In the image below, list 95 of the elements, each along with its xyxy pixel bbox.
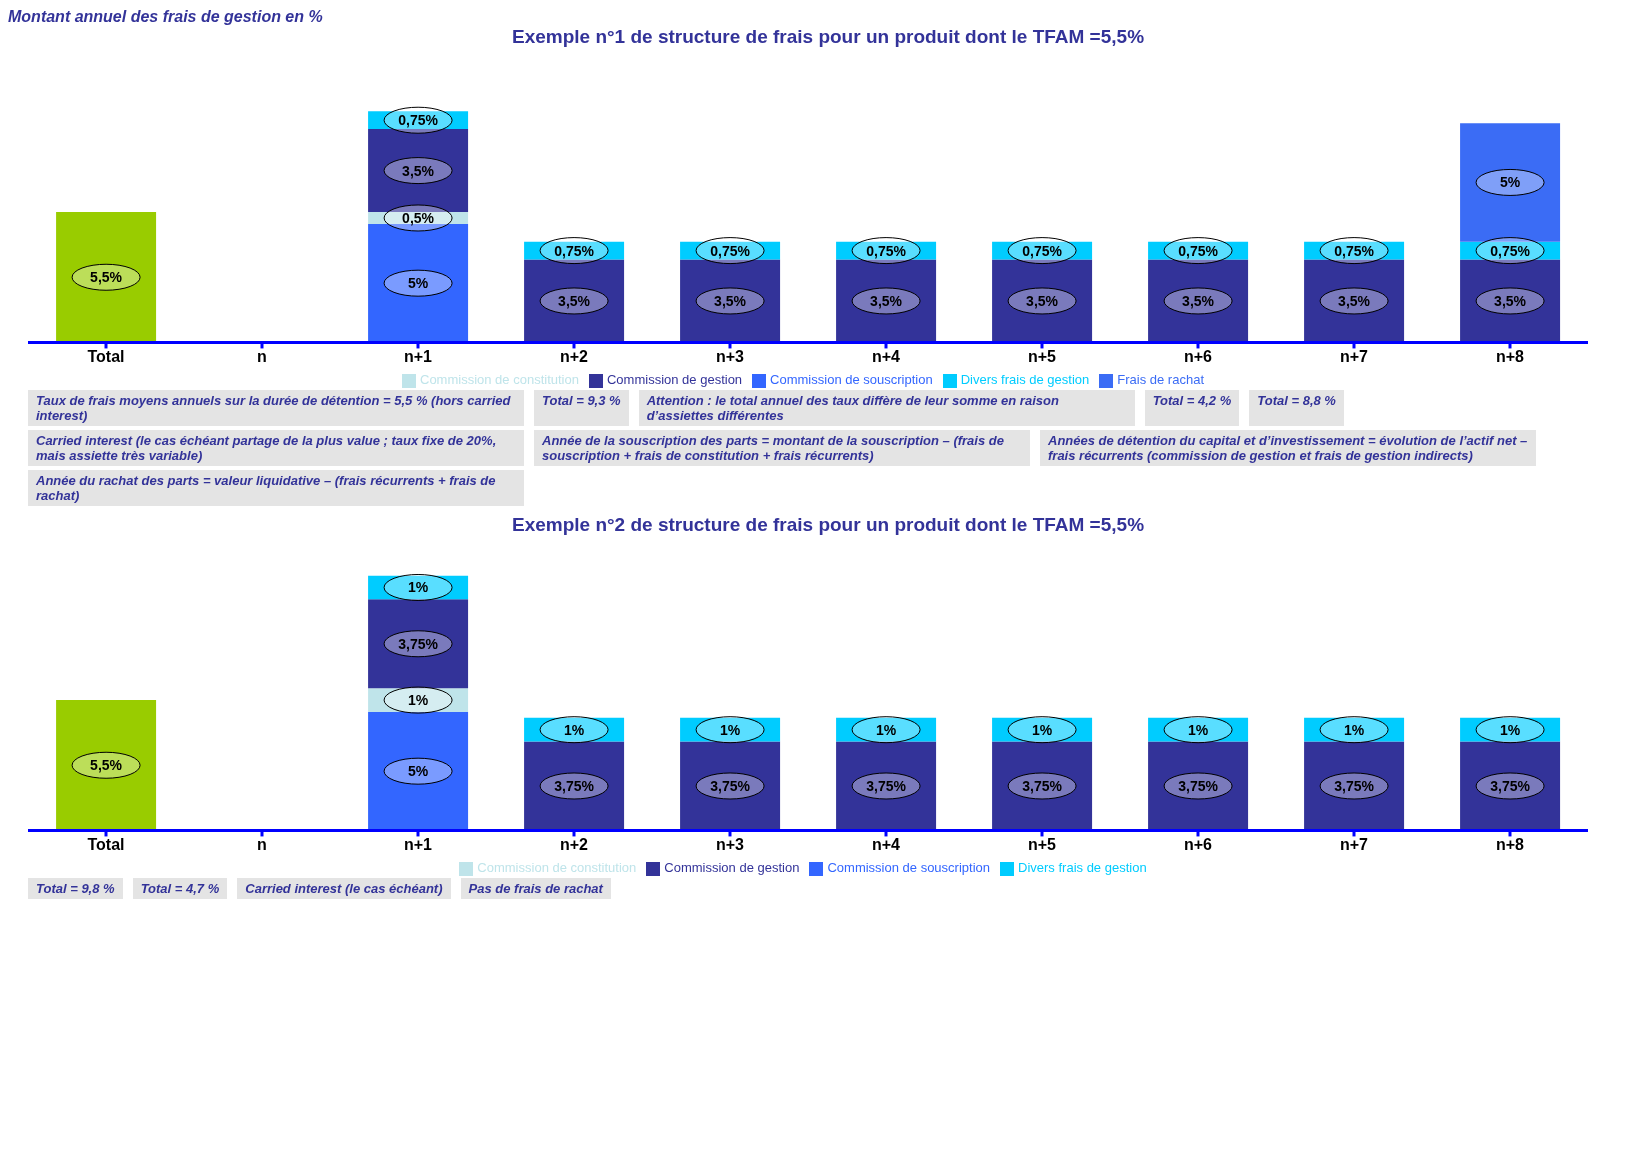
data-label: 3,5% — [1182, 292, 1215, 309]
data-label: 3,75% — [1022, 777, 1063, 794]
data-label: 3,5% — [558, 292, 591, 309]
data-label: 5,5% — [90, 757, 123, 774]
data-label: 3,75% — [554, 777, 595, 794]
data-label: 3,75% — [1490, 777, 1531, 794]
bar — [56, 212, 157, 343]
x-tick-label: n+2 — [559, 347, 589, 365]
data-label: 3,75% — [866, 777, 907, 794]
bar — [1148, 717, 1249, 742]
x-tick-label: n — [257, 347, 267, 365]
data-label: 3,5% — [1338, 292, 1371, 309]
x-tick-label: n+7 — [1339, 835, 1369, 853]
y-axis-title: Montant annuel des frais de gestion en % — [8, 8, 324, 26]
text: Carried interest (le cas échéant partage de la plus value ; taux fixe de 20%, mais assiette très variable) — [28, 430, 524, 466]
data-label: 0,75% — [1334, 242, 1375, 259]
text: Carried interest (le cas échéant) — [237, 878, 451, 899]
data-label: 1% — [1343, 721, 1365, 738]
x-tick-label: n+1 — [403, 347, 433, 365]
x-tick-label: n+7 — [1339, 347, 1369, 365]
bar — [368, 575, 469, 600]
x-tick-label: Total — [87, 835, 125, 853]
data-label: 3,75% — [398, 635, 439, 652]
bar — [836, 717, 937, 742]
data-label: 0,75% — [554, 242, 595, 259]
data-label: 0,75% — [866, 242, 907, 259]
text: Total = 4,7 % — [132, 878, 228, 899]
text: Total = 9,3 % — [534, 390, 629, 426]
x-tick-label: n+2 — [559, 835, 589, 853]
data-label: 3,75% — [1178, 777, 1219, 794]
bar — [992, 717, 1093, 742]
data-label: 0,5% — [402, 210, 435, 226]
data-label: 1% — [719, 721, 741, 738]
bar — [368, 688, 469, 712]
data-label: 5% — [1499, 174, 1521, 191]
data-label: 0,75% — [1178, 242, 1219, 259]
text: Pas de frais de rachat — [460, 878, 611, 899]
data-label: 3,5% — [1026, 292, 1059, 309]
data-label: 1% — [563, 721, 585, 738]
text: Attention : le total annuel des taux diffère de leur somme en raison d’assiettes différentes — [638, 390, 1135, 426]
data-label: 0,75% — [1022, 242, 1063, 259]
x-tick-label: n+6 — [1183, 835, 1213, 853]
data-label: 1% — [1031, 721, 1053, 738]
x-tick-label: n+1 — [403, 835, 433, 853]
bar — [680, 717, 781, 742]
chart-title: Exemple n°2 de structure de frais pour un produit dont le TFAM =5,5% — [510, 514, 1146, 536]
legend-label: Commission de gestion — [664, 860, 800, 876]
x-tick-label: n+8 — [1495, 835, 1525, 853]
legend-label: Commission de constitution — [477, 860, 637, 876]
text: Total = 8,8 % — [1249, 390, 1344, 426]
legend-label: Divers frais de gestion — [960, 372, 1090, 388]
x-tick-label: n+4 — [871, 347, 901, 365]
x-tick-label: n — [257, 835, 267, 853]
x-tick-label: Total — [87, 347, 125, 365]
legend-label: Frais de rachat — [1117, 372, 1204, 388]
x-tick-label: n+5 — [1027, 835, 1057, 853]
legend-label: Commission de gestion — [606, 372, 743, 388]
legend-label: Commission de souscription — [827, 860, 991, 876]
text: Année de la souscription des parts = montant de la souscription – (frais de souscription + frais de constitution + frais récurrents) — [534, 430, 1030, 466]
data-label: 3,75% — [710, 777, 751, 794]
data-label: 1% — [1499, 721, 1521, 738]
data-label: 5% — [407, 275, 429, 292]
data-label: 1% — [407, 692, 429, 709]
data-label: 5% — [407, 763, 429, 780]
text: Total = 4,2 % — [1144, 390, 1240, 426]
chart-title: Exemple n°1 de structure de frais pour un produit dont le TFAM =5,5% — [510, 26, 1146, 48]
x-tick-label: n+4 — [871, 835, 901, 853]
data-label: 0,75% — [398, 112, 439, 129]
x-tick-label: n+5 — [1027, 347, 1057, 365]
data-label: 1% — [1187, 721, 1209, 738]
data-label: 3,5% — [402, 162, 435, 179]
text: Année du rachat des parts = valeur liquidative – (frais récurrents + frais de rachat) — [28, 470, 524, 506]
data-label: 0,75% — [1490, 242, 1531, 259]
legend-label: Commission de constitution — [420, 372, 579, 388]
bar — [1304, 717, 1405, 742]
bar — [56, 700, 157, 831]
text: Total = 9,8 % — [28, 878, 123, 899]
text: Taux de frais moyens annuels sur la durée de détention = 5,5 % (hors carried interest) — [28, 390, 524, 426]
text: Années de détention du capital et d’investissement = évolution de l’actif net – frais récurrents (commission de gestion et frais de gestion indirects) — [1040, 430, 1536, 466]
data-label: 3,5% — [714, 292, 747, 309]
x-tick-label: n+6 — [1183, 347, 1213, 365]
bar — [524, 717, 625, 742]
data-label: 1% — [407, 579, 429, 596]
data-label: 3,5% — [1494, 292, 1527, 309]
legend-label: Commission de souscription — [770, 372, 933, 388]
data-label: 1% — [875, 721, 897, 738]
x-tick-label: n+8 — [1495, 347, 1525, 365]
data-label: 3,75% — [1334, 777, 1375, 794]
bar — [1460, 717, 1561, 742]
data-label: 3,5% — [870, 292, 903, 309]
x-tick-label: n+3 — [715, 347, 745, 365]
x-tick-label: n+3 — [715, 835, 745, 853]
legend-label: Divers frais de gestion — [1018, 860, 1147, 876]
data-label: 0,75% — [710, 242, 751, 259]
data-label: 5,5% — [90, 269, 123, 286]
